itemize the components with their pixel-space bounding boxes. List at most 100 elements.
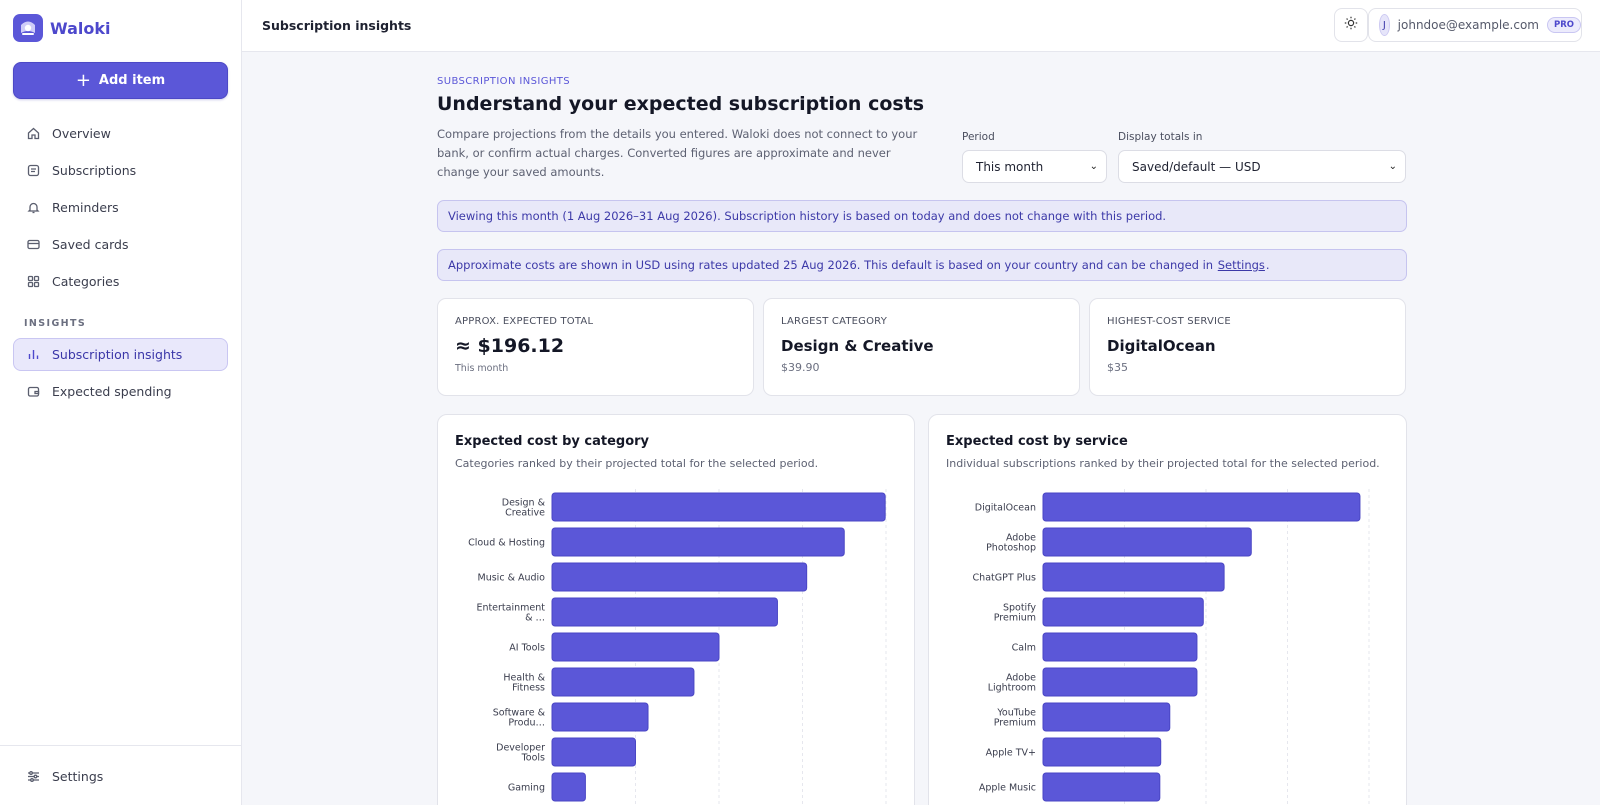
category-tick-label: ChatGPT Plus — [973, 573, 1037, 584]
main-area: Subscription insights J johndoe@example.… — [242, 0, 1600, 805]
home-icon — [26, 127, 40, 141]
sidebar: Waloki + Add item Overview Subscriptions… — [0, 0, 242, 805]
sidebar-item-settings[interactable]: Settings — [13, 760, 228, 793]
bar-chart-icon — [26, 348, 40, 362]
category-tick-label: Adobe Lightroom — [988, 673, 1036, 694]
chart-title: Expected cost by service — [946, 434, 1128, 449]
grid-icon — [26, 275, 40, 289]
sidebar-item-label: Reminders — [52, 200, 119, 215]
app-logo — [13, 14, 43, 42]
chart-bar[interactable] — [1042, 737, 1162, 767]
chart-bar[interactable] — [551, 737, 636, 767]
stat-card-largest-category: LARGEST CATEGORY Design & Creative $39.9… — [763, 298, 1080, 396]
chart-bar[interactable] — [551, 667, 695, 697]
sidebar-item-label: Subscription insights — [52, 347, 183, 362]
plan-badge: PRO — [1546, 17, 1581, 33]
card-icon — [26, 238, 40, 252]
stat-sub: $35 — [1107, 361, 1128, 374]
stat-label: LARGEST CATEGORY — [781, 316, 888, 327]
chart-title: Expected cost by category — [455, 434, 650, 449]
category-tick-label: Adobe Photoshop — [986, 533, 1036, 554]
chart-bar[interactable] — [551, 527, 845, 557]
wallet-icon — [26, 385, 40, 399]
settings-link[interactable]: Settings — [1217, 258, 1265, 272]
sidebar-item-saved-cards[interactable]: Saved cards — [13, 228, 228, 261]
chart-bar[interactable] — [1042, 632, 1198, 662]
period-label: Period — [962, 131, 995, 143]
chart-bar[interactable] — [551, 562, 808, 592]
stat-card-highest-service: HIGHEST-COST SERVICE DigitalOcean $35 — [1089, 298, 1406, 396]
brand[interactable]: Waloki — [0, 0, 241, 56]
insights-nav: Subscription insights Expected spending — [13, 338, 228, 412]
category-tick-label: Entertainment & … — [476, 603, 545, 624]
category-tick-label: Gaming — [508, 783, 545, 794]
stat-value: ≈ $196.12 — [455, 335, 565, 357]
account-menu[interactable]: J johndoe@example.com PRO — [1368, 8, 1582, 42]
service-bar-chart: DigitalOcean Adobe Photoshop ChatGPT Plus Sp… — [973, 489, 1370, 805]
category-tick-label: Music & Audio — [478, 573, 546, 584]
chart-bar[interactable] — [1042, 667, 1198, 697]
category-tick-label: Apple TV+ — [986, 748, 1036, 759]
category-bar-chart: Design & Creative Cloud & Hosting Music & A… — [468, 489, 887, 805]
category-tick-label: DigitalOcean — [975, 503, 1036, 514]
stat-sub: $39.90 — [781, 361, 820, 374]
currency-info-banner: Approximate costs are shown in USD using… — [437, 249, 1407, 281]
add-item-label: Add item — [98, 73, 166, 88]
user-email: johndoe@example.com — [1397, 18, 1539, 32]
chart-subtitle: Categories ranked by their projected tot… — [455, 457, 819, 470]
category-tick-label: Health & Fitness — [503, 673, 545, 694]
chart-bar[interactable] — [551, 492, 886, 522]
sun-icon — [1344, 16, 1358, 34]
currency-select[interactable]: Saved/default — USD ⌄ — [1118, 150, 1406, 183]
sidebar-item-label: Settings — [52, 769, 104, 784]
sidebar-item-subscriptions[interactable]: Subscriptions — [13, 154, 228, 187]
avatar: J — [1379, 14, 1390, 36]
service-chart-card: Expected cost by service Individual subs… — [928, 414, 1407, 805]
chart-bar[interactable] — [1042, 492, 1361, 522]
chart-bar[interactable] — [551, 632, 720, 662]
chart-bar[interactable] — [1042, 772, 1161, 802]
category-tick-label: YouTube Premium — [994, 708, 1036, 729]
category-chart-card: Expected cost by category Categories ran… — [437, 414, 915, 805]
sidebar-item-label: Expected spending — [52, 384, 172, 399]
chart-bar[interactable] — [1042, 562, 1225, 592]
sidebar-item-overview[interactable]: Overview — [13, 117, 228, 150]
period-info-text: Viewing this month (1 Aug 2026–31 Aug 20… — [448, 209, 1167, 223]
add-item-button[interactable]: + Add item — [13, 62, 228, 99]
stat-label: APPROX. EXPECTED TOTAL — [455, 316, 594, 327]
theme-toggle-button[interactable] — [1334, 8, 1368, 42]
stat-label: HIGHEST-COST SERVICE — [1107, 316, 1231, 327]
stat-value: Design & Creative — [781, 337, 934, 355]
stat-card-total: APPROX. EXPECTED TOTAL ≈ $196.12 This mo… — [437, 298, 754, 396]
sidebar-item-label: Overview — [52, 126, 111, 141]
sidebar-item-categories[interactable]: Categories — [13, 265, 228, 298]
chart-bar[interactable] — [551, 772, 586, 802]
chart-bar[interactable] — [551, 597, 778, 627]
main-nav: Overview Subscriptions Reminders Saved c… — [13, 117, 228, 302]
currency-info-suffix: . — [1265, 258, 1270, 272]
sidebar-item-label: Subscriptions — [52, 163, 137, 178]
insights-section-label: INSIGHTS — [24, 318, 87, 329]
sliders-icon — [26, 770, 40, 784]
chart-subtitle: Individual subscriptions ranked by their… — [946, 457, 1380, 470]
sidebar-item-expected-spending[interactable]: Expected spending — [13, 375, 228, 408]
sidebar-item-reminders[interactable]: Reminders — [13, 191, 228, 224]
chevron-down-icon: ⌄ — [1089, 161, 1098, 172]
sidebar-item-label: Saved cards — [52, 237, 129, 252]
top-bar: Subscription insights J johndoe@example.… — [242, 0, 1600, 52]
header-title: Subscription insights — [262, 18, 412, 33]
page-description: Compare projections from the details you… — [437, 127, 918, 179]
period-value: This month — [976, 159, 1044, 174]
stat-value: DigitalOcean — [1107, 337, 1216, 355]
chart-bar[interactable] — [1042, 527, 1252, 557]
sidebar-item-subscription-insights[interactable]: Subscription insights — [13, 338, 228, 371]
chart-bar[interactable] — [1042, 702, 1171, 732]
currency-label: Display totals in — [1118, 131, 1203, 143]
chart-bar[interactable] — [1042, 597, 1204, 627]
sidebar-footer: Settings — [0, 745, 241, 805]
stat-sub: This month — [455, 363, 509, 374]
category-tick-label: Apple Music — [979, 783, 1036, 794]
chart-bar[interactable] — [551, 702, 649, 732]
page-title: Understand your expected subscription co… — [437, 93, 925, 115]
period-select[interactable]: This month ⌄ — [962, 150, 1107, 183]
